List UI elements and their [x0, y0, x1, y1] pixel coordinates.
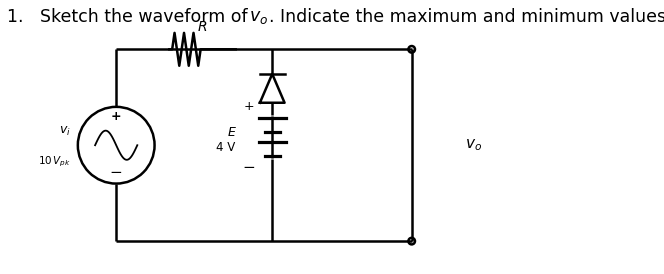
Text: . Indicate the maximum and minimum values.: . Indicate the maximum and minimum value…: [269, 8, 664, 26]
Ellipse shape: [408, 238, 415, 244]
Text: 1.   Sketch the waveform of: 1. Sketch the waveform of: [7, 8, 253, 26]
Text: 4 V: 4 V: [216, 141, 236, 155]
Ellipse shape: [408, 46, 415, 53]
Text: $v_i$: $v_i$: [59, 125, 71, 138]
Text: −: −: [242, 160, 255, 175]
Text: $10\,V_{pk}$: $10\,V_{pk}$: [38, 155, 71, 169]
Text: $v_o$: $v_o$: [249, 8, 268, 26]
Text: +: +: [243, 100, 254, 113]
Text: +: +: [111, 110, 122, 123]
Text: R: R: [198, 20, 207, 35]
Text: −: −: [110, 165, 123, 180]
Text: $v_o$: $v_o$: [465, 137, 482, 153]
Text: E: E: [228, 126, 236, 139]
